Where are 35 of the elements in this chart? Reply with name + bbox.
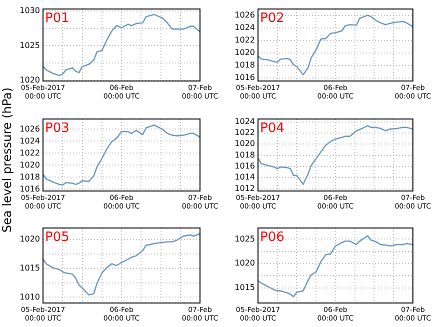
y-tick-label: 1020 (20, 160, 40, 170)
y-tick-label: 1024 (234, 22, 255, 32)
y-tick-label: 1020 (234, 139, 255, 148)
chart-title: P03 (45, 120, 70, 136)
y-tick-label: 1030 (20, 6, 40, 16)
y-tick-label: 1016 (234, 162, 255, 171)
y-tick-label: 1026 (234, 10, 255, 20)
chart-title: P06 (260, 230, 284, 245)
y-tick-label: 1024 (20, 136, 40, 146)
y-tick-label: 1025 (234, 234, 255, 244)
y-tick-label: 1018 (20, 172, 40, 182)
y-tick-label: 1022 (234, 128, 255, 138)
y-tick-label: 1025 (20, 40, 40, 50)
y-tick-label: 1012 (234, 184, 255, 193)
chart-title: P05 (45, 230, 70, 245)
y-tick-label: 1015 (234, 282, 255, 292)
y-tick-label: 1016 (20, 184, 40, 194)
chart-title: P04 (260, 120, 284, 136)
chart-title: P02 (260, 10, 284, 26)
y-axis-title: Sea level pressure (hPa) (0, 87, 14, 233)
y-tick-label: 1010 (20, 292, 40, 302)
y-tick-label: 1026 (20, 124, 40, 134)
y-tick-label: 1018 (234, 60, 255, 70)
y-tick-label: 1022 (234, 35, 255, 44)
y-tick-label: 1022 (20, 148, 40, 158)
y-tick-label: 1015 (20, 263, 40, 272)
y-tick-label: 1020 (20, 75, 40, 84)
y-tick-label: 1024 (234, 116, 255, 126)
y-tick-label: 1020 (20, 234, 40, 244)
chart-title: P01 (45, 10, 70, 26)
y-tick-label: 1018 (234, 150, 255, 160)
y-tick-label: 1020 (234, 48, 255, 57)
y-tick-label: 1020 (234, 258, 255, 268)
y-tick-label: 1014 (234, 172, 255, 182)
y-tick-label: 1016 (234, 72, 255, 82)
